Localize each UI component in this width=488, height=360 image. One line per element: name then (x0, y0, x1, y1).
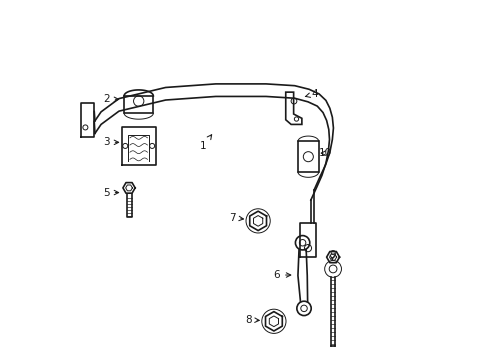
Text: 8: 8 (244, 315, 259, 325)
Bar (124, 96, 153, 113)
Bar (297, 141, 318, 172)
Text: 10: 10 (318, 148, 331, 158)
Text: 4: 4 (305, 89, 317, 99)
Text: 7: 7 (228, 213, 243, 222)
Text: 3: 3 (103, 138, 119, 147)
Text: 1: 1 (200, 135, 211, 151)
Text: 9: 9 (328, 250, 335, 260)
Text: 2: 2 (103, 94, 119, 104)
Text: 5: 5 (103, 188, 119, 198)
Text: 6: 6 (273, 270, 290, 280)
